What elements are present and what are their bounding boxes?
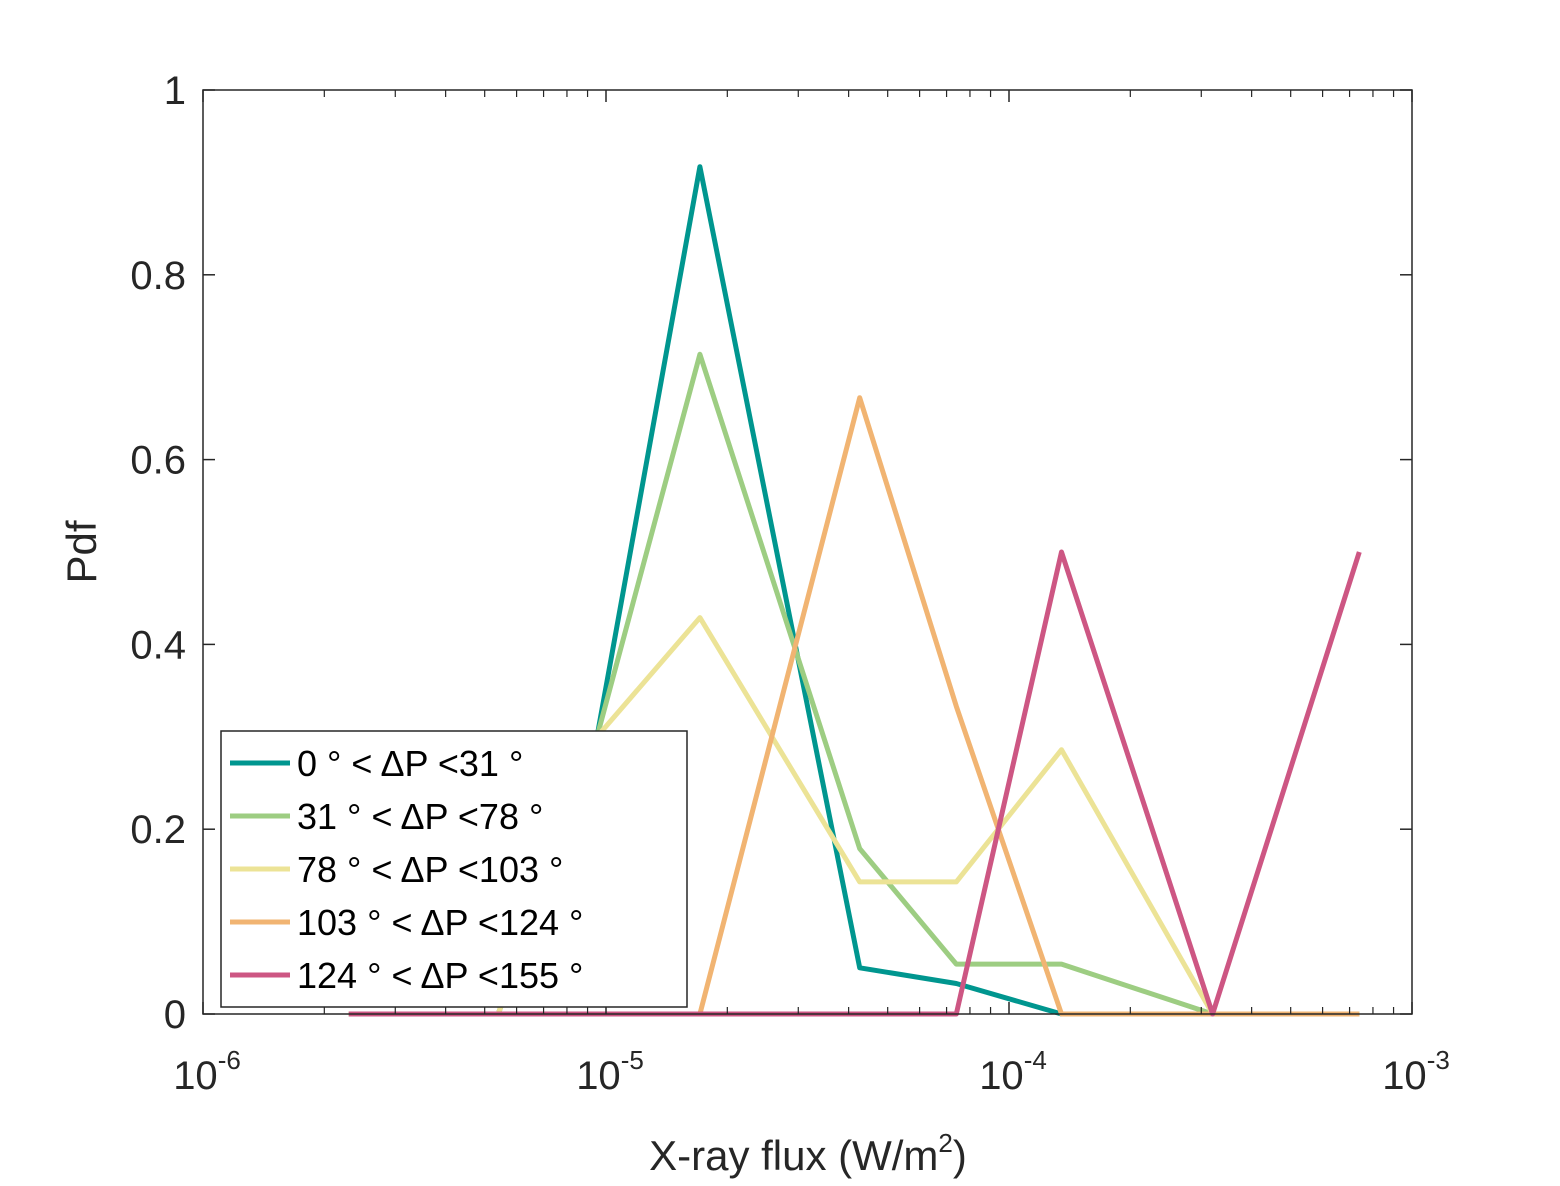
- x-tick-label: 10-4: [979, 1045, 1047, 1098]
- y-tick-label: 1: [164, 69, 186, 113]
- x-axis-label: X-ray flux (W/m2): [649, 1128, 967, 1179]
- legend: 0 ° < ΔP <31 ° 31 ° < ΔP <78 ° 78 ° < ΔP <…: [220, 730, 688, 1008]
- axes-box: [202, 89, 1413, 1015]
- x-tick-label: 10-5: [576, 1045, 644, 1098]
- y-tick-label: 0.6: [130, 439, 186, 483]
- y-tick-label: 0.8: [130, 254, 186, 298]
- y-tick-label: 0.4: [130, 623, 186, 667]
- x-tick-label: 10-6: [173, 1045, 241, 1098]
- x-axis-label-close: ): [953, 1132, 967, 1179]
- y-ticks: 0 0.2 0.4 0.6 0.8 1: [130, 69, 1412, 1037]
- x-axis-label-superscript: 2: [938, 1128, 952, 1158]
- x-ticks: 10-6 10-5 10-4 10-3: [173, 90, 1450, 1098]
- x-tick-label: 10-3: [1382, 1045, 1450, 1098]
- y-tick-label: 0: [164, 993, 186, 1037]
- y-tick-label: 0.2: [130, 808, 186, 852]
- y-axis-label: Pdf: [58, 520, 105, 583]
- legend-label-3: 78 ° < ΔP <103 °: [297, 849, 563, 890]
- legend-box: [220, 730, 688, 1008]
- x-axis-label-main: X-ray flux (W/m: [649, 1132, 938, 1179]
- legend-label-4: 103 ° < ΔP <124 °: [297, 902, 583, 943]
- legend-label-2: 31 ° < ΔP <78 °: [297, 796, 543, 837]
- legend-label-5: 124 ° < ΔP <155 °: [297, 955, 583, 996]
- legend-label-1: 0 ° < ΔP <31 °: [297, 743, 523, 784]
